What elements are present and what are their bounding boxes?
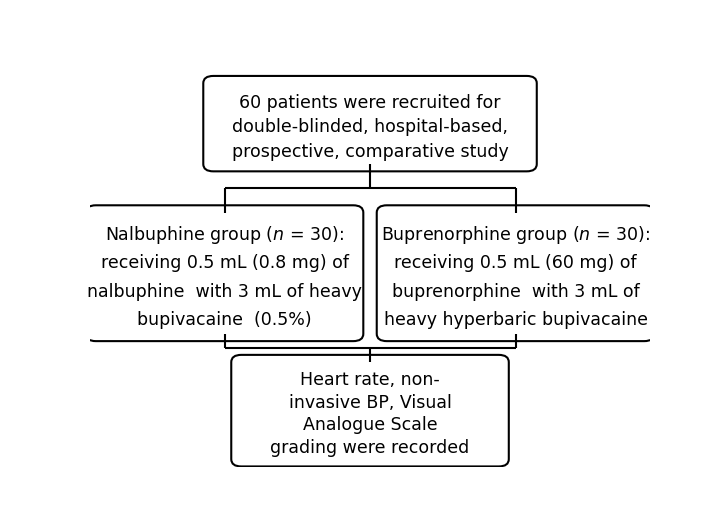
Text: double-blinded, hospital-based,: double-blinded, hospital-based, bbox=[232, 118, 508, 136]
Text: receiving 0.5 mL (0.8 mg) of: receiving 0.5 mL (0.8 mg) of bbox=[100, 254, 349, 272]
Text: Buprenorphine group ($\it{n}$ = 30):: Buprenorphine group ($\it{n}$ = 30): bbox=[381, 224, 650, 246]
Text: prospective, comparative study: prospective, comparative study bbox=[232, 143, 508, 161]
Text: heavy hyperbaric bupivacaine: heavy hyperbaric bupivacaine bbox=[383, 311, 648, 329]
Text: invasive BP, Visual: invasive BP, Visual bbox=[289, 394, 451, 412]
Text: buprenorphine  with 3 mL of: buprenorphine with 3 mL of bbox=[391, 282, 640, 300]
Text: Nalbuphine group ($\it{n}$ = 30):: Nalbuphine group ($\it{n}$ = 30): bbox=[105, 224, 344, 246]
Text: nalbuphine  with 3 mL of heavy: nalbuphine with 3 mL of heavy bbox=[87, 282, 362, 300]
FancyBboxPatch shape bbox=[231, 355, 509, 466]
Text: bupivacaine  (0.5%): bupivacaine (0.5%) bbox=[137, 311, 312, 329]
FancyBboxPatch shape bbox=[86, 205, 363, 341]
Text: 60 patients were recruited for: 60 patients were recruited for bbox=[239, 94, 501, 112]
Text: grading were recorded: grading were recorded bbox=[271, 439, 469, 457]
Text: Analogue Scale: Analogue Scale bbox=[303, 416, 438, 434]
Text: receiving 0.5 mL (60 mg) of: receiving 0.5 mL (60 mg) of bbox=[394, 254, 637, 272]
Text: Heart rate, non-: Heart rate, non- bbox=[300, 371, 440, 389]
FancyBboxPatch shape bbox=[377, 205, 654, 341]
FancyBboxPatch shape bbox=[204, 76, 536, 171]
